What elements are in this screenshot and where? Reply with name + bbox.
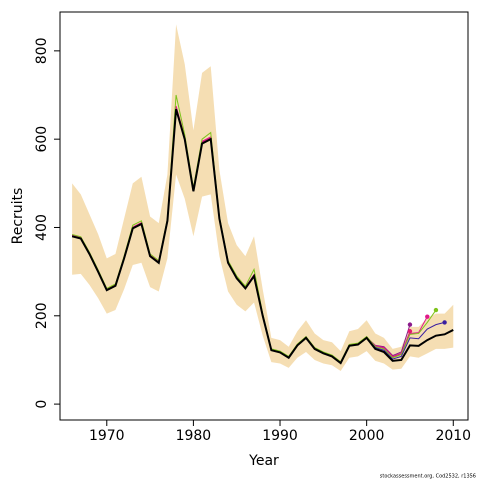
y-tick-label: 200: [34, 302, 50, 329]
end-point: [425, 314, 430, 319]
series-line: [72, 94, 437, 363]
x-tick-label: 1990: [262, 428, 298, 444]
y-tick-label: 800: [34, 37, 50, 64]
x-tick-label: 2010: [435, 428, 471, 444]
x-tick-label: 1980: [176, 428, 212, 444]
y-axis-label: Recruits: [10, 188, 26, 245]
y-tick-label: 400: [34, 214, 50, 241]
end-point: [407, 329, 413, 334]
x-axis-label: Year: [248, 453, 279, 469]
x-tick-label: 2000: [349, 428, 385, 444]
y-tick-label: 0: [34, 400, 50, 409]
footnote: stockassessment.org, Cod2532, r1356: [380, 474, 476, 480]
end-point: [442, 320, 447, 325]
x-tick-label: 1970: [89, 428, 125, 444]
end-point: [433, 307, 439, 313]
series-line: [71, 108, 454, 365]
confidence-band: [72, 24, 454, 371]
plot-frame: [59, 11, 469, 421]
y-tick-label: 600: [34, 126, 50, 153]
end-point: [407, 322, 413, 327]
